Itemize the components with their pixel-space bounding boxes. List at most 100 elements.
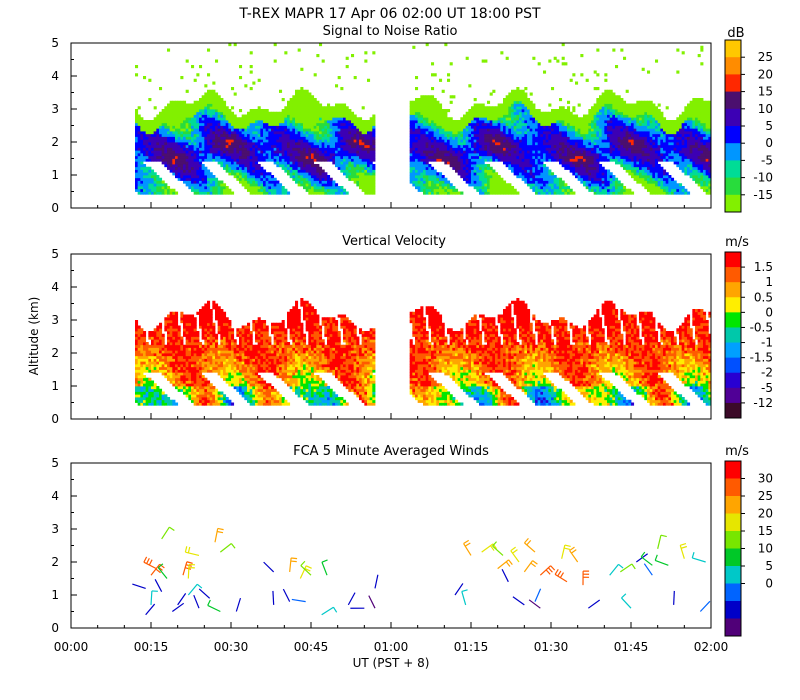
snr-cell xyxy=(183,150,187,154)
snr-cell xyxy=(441,136,445,140)
snr-cell xyxy=(543,117,547,121)
snr-cell xyxy=(265,133,269,137)
snr-cell xyxy=(337,133,341,137)
snr-cell xyxy=(420,139,424,143)
snr-cell xyxy=(201,186,205,190)
snr-cell xyxy=(487,169,491,173)
snr-cell xyxy=(556,180,560,184)
snr-cell xyxy=(508,133,512,137)
snr-cell xyxy=(156,136,160,140)
snr-cell xyxy=(367,150,371,154)
snr-cell xyxy=(348,114,352,118)
snr-cell xyxy=(409,164,413,168)
snr-cell xyxy=(513,191,517,195)
snr-cell xyxy=(209,114,213,118)
snr-cell xyxy=(220,122,224,126)
snr-cell xyxy=(487,153,491,157)
snr-cell xyxy=(599,95,603,99)
snr-cell xyxy=(239,150,243,154)
snr-cell xyxy=(591,172,595,176)
snr-cell xyxy=(175,164,179,168)
snr-cell xyxy=(177,136,181,140)
snr-cell xyxy=(409,100,413,104)
snr-cell xyxy=(193,177,197,181)
snr-cell xyxy=(516,142,520,146)
snr-cell xyxy=(471,117,475,121)
snr-cell xyxy=(247,131,251,135)
snr-cell xyxy=(263,117,267,121)
snr-cell xyxy=(604,103,608,107)
snr-cell xyxy=(321,122,325,126)
snr-cell xyxy=(476,175,480,179)
snr-cell xyxy=(508,117,512,121)
snr-cell xyxy=(348,144,352,148)
snr-cell xyxy=(492,125,496,129)
snr-cell xyxy=(433,131,437,135)
snr-cell xyxy=(265,128,269,132)
snr-cell xyxy=(537,166,541,170)
snr-cell xyxy=(345,65,349,69)
snr-cell xyxy=(527,175,531,179)
snr-cell xyxy=(505,122,509,126)
snr-cell xyxy=(199,177,203,181)
snr-cell xyxy=(545,175,549,179)
snr-cell xyxy=(353,158,357,162)
snr-cell xyxy=(231,172,235,176)
snr-cell xyxy=(588,142,592,146)
snr-cell xyxy=(431,142,435,146)
snr-cell xyxy=(273,43,277,47)
snr-cell xyxy=(436,177,440,181)
snr-cell xyxy=(527,114,531,118)
snr-cell xyxy=(271,175,275,179)
snr-cell xyxy=(292,161,296,165)
snr-cell xyxy=(169,188,173,192)
snr-cell xyxy=(151,142,155,146)
snr-cell xyxy=(540,172,544,176)
snr-cell xyxy=(311,122,315,126)
snr-cell xyxy=(287,166,291,170)
snr-cell xyxy=(255,164,259,168)
snr-cell xyxy=(185,103,189,107)
snr-cell xyxy=(524,95,528,99)
snr-cell xyxy=(599,183,603,187)
snr-cell xyxy=(551,109,555,113)
snr-cell xyxy=(431,150,435,154)
snr-cell xyxy=(492,169,496,173)
snr-cell xyxy=(193,122,197,126)
snr-cell xyxy=(164,150,168,154)
snr-cell xyxy=(612,144,616,148)
snr-cell xyxy=(409,131,413,135)
snr-cell xyxy=(545,142,549,146)
snr-cell xyxy=(212,122,216,126)
snr-cell xyxy=(468,175,472,179)
snr-cell xyxy=(479,109,483,113)
snr-cell xyxy=(580,139,584,143)
snr-cell xyxy=(420,117,424,121)
snr-cell xyxy=(596,144,600,148)
snr-cell xyxy=(428,166,432,170)
snr-cell xyxy=(532,131,536,135)
snr-cell xyxy=(556,191,560,195)
snr-cell xyxy=(161,147,165,151)
snr-cell xyxy=(420,122,424,126)
snr-cell xyxy=(601,142,605,146)
snr-cell xyxy=(423,133,427,137)
snr-cell xyxy=(465,131,469,135)
snr-cell xyxy=(593,155,597,159)
snr-cell xyxy=(473,114,477,118)
snr-cell xyxy=(489,117,493,121)
snr-cell xyxy=(196,133,200,137)
snr-cell xyxy=(535,120,539,124)
snr-cell xyxy=(513,125,517,129)
snr-cell xyxy=(537,142,541,146)
snr-cell xyxy=(204,114,208,118)
snr-cell xyxy=(292,158,296,162)
snr-cell xyxy=(535,180,539,184)
snr-cell xyxy=(537,161,541,165)
snr-cell xyxy=(372,147,376,151)
snr-cell xyxy=(356,166,360,170)
snr-cell xyxy=(505,98,509,102)
snr-cell xyxy=(433,136,437,140)
snr-cell xyxy=(257,183,261,187)
snr-cell xyxy=(361,147,365,151)
